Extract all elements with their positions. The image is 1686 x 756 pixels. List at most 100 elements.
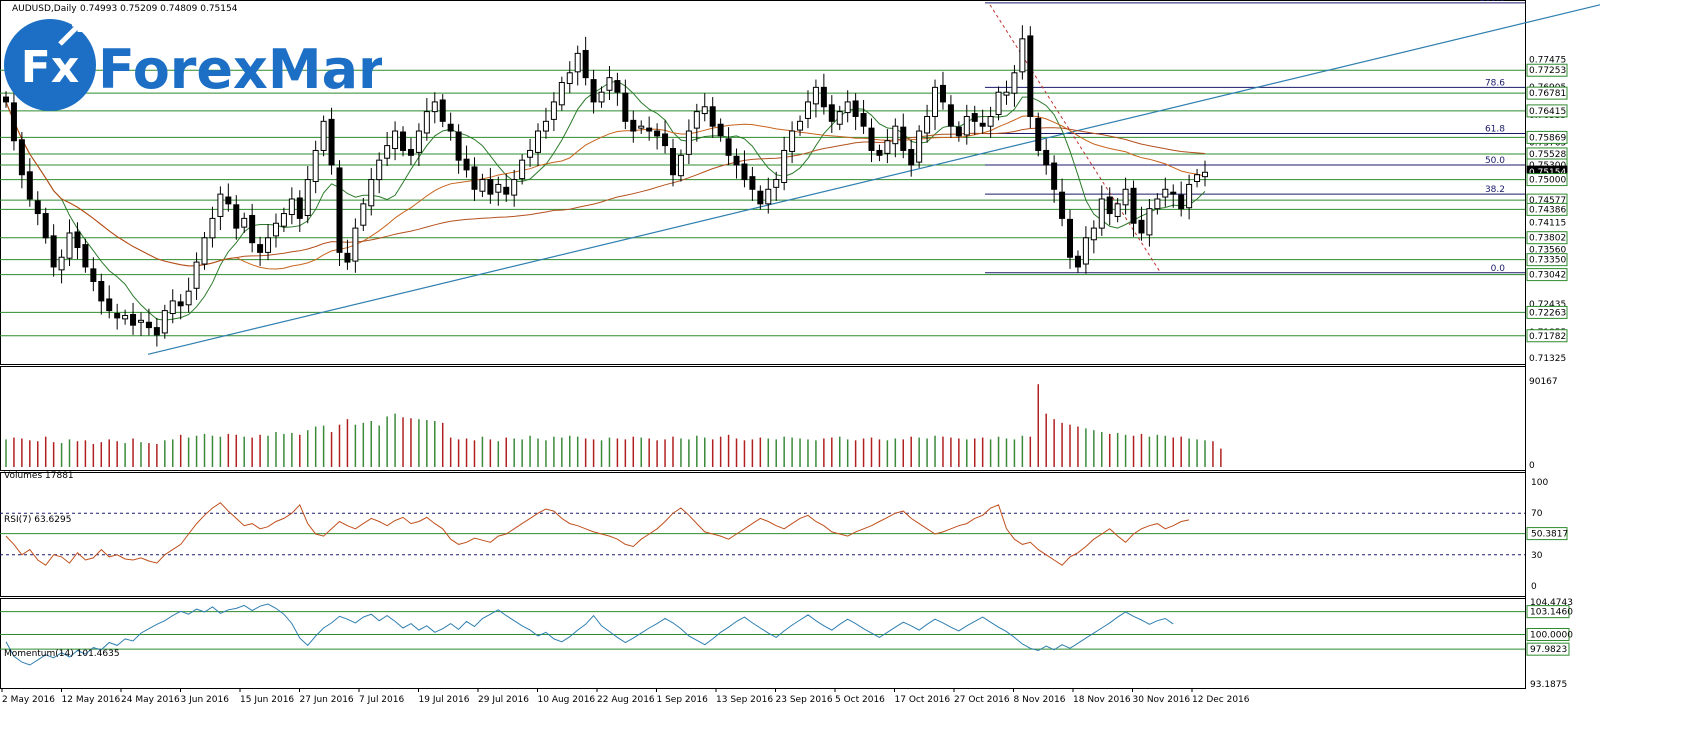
candle xyxy=(797,115,804,136)
candle-body xyxy=(106,298,113,312)
candle xyxy=(900,113,907,159)
candle-body xyxy=(90,268,97,282)
price-tag-label: 0.73802 xyxy=(1529,234,1566,244)
candle xyxy=(987,106,994,138)
candle-body xyxy=(360,203,367,226)
candle-body xyxy=(257,244,264,253)
candle xyxy=(463,145,470,178)
candle-body xyxy=(320,120,327,151)
candle-body xyxy=(535,130,542,153)
candle-body xyxy=(1194,174,1201,183)
candle xyxy=(415,123,422,166)
price-tick-label: 0.72435 xyxy=(1529,300,1566,310)
candle xyxy=(400,126,407,157)
candle-body xyxy=(407,148,414,156)
candle xyxy=(487,167,494,204)
candle xyxy=(185,277,192,313)
candle-body xyxy=(947,104,954,127)
candle-body xyxy=(725,138,732,156)
candle-body xyxy=(630,119,637,132)
trend-line-segment xyxy=(147,4,1601,355)
candle xyxy=(1122,177,1129,215)
candle-body xyxy=(1146,208,1153,236)
candle xyxy=(1186,174,1193,220)
candle-body xyxy=(495,183,502,193)
candle-body xyxy=(511,179,518,196)
candle-body xyxy=(828,104,835,122)
price-tag-label: 0.73042 xyxy=(1529,271,1566,281)
time-tick-label: 7 Jul 2016 xyxy=(359,695,404,705)
logo-wordmark: ForexMart xyxy=(98,38,382,101)
time-tick-label: 17 Oct 2016 xyxy=(895,695,951,705)
candle xyxy=(233,195,240,240)
candle xyxy=(42,207,49,244)
candle-body xyxy=(669,148,676,176)
candle-body xyxy=(884,140,891,154)
time-tick-label: 22 Aug 2016 xyxy=(597,695,655,705)
price-tag-label: 0.76781 xyxy=(1529,89,1566,99)
candle-body xyxy=(566,72,573,84)
candle xyxy=(3,91,9,108)
time-tick-label: 5 Oct 2016 xyxy=(835,695,885,705)
candle xyxy=(852,93,859,131)
candle-body xyxy=(1162,188,1169,198)
time-tick-label: 2 May 2016 xyxy=(2,695,55,705)
candle xyxy=(916,125,923,168)
logo-fx: Fx xyxy=(21,42,79,93)
candle xyxy=(439,94,446,128)
fibonacci-levels: 100.0 78.6 61.8 50.0 38.2 0.0 xyxy=(985,0,1525,274)
candle xyxy=(598,86,605,108)
candle-body xyxy=(955,126,962,137)
candle-body xyxy=(527,149,534,158)
candle xyxy=(1146,198,1153,247)
candle-body xyxy=(1202,171,1208,178)
momentum-tag-box xyxy=(1526,642,1570,656)
candle-body xyxy=(201,237,208,265)
candle xyxy=(1051,155,1058,203)
candle-body xyxy=(82,244,89,268)
candle xyxy=(1090,220,1097,254)
candle xyxy=(1067,209,1074,269)
ma-long-line xyxy=(5,101,1206,267)
candle-body xyxy=(1186,183,1193,209)
candle xyxy=(669,138,676,187)
candle xyxy=(34,191,41,226)
candle-body xyxy=(773,179,780,188)
time-tick-label: 27 Jun 2016 xyxy=(300,695,354,705)
candle-body xyxy=(471,166,478,190)
candle xyxy=(892,118,899,158)
candle-body xyxy=(582,49,589,79)
candle-body xyxy=(439,99,446,122)
panel-frames xyxy=(0,0,1526,689)
candle-body xyxy=(10,102,17,142)
candle xyxy=(1138,206,1145,241)
candle xyxy=(431,92,438,124)
candle-body xyxy=(892,125,899,145)
candle xyxy=(535,123,542,166)
price-tag-label: 0.73350 xyxy=(1529,256,1566,266)
candle xyxy=(1019,25,1026,80)
ma-short-line xyxy=(5,80,1206,321)
price-tag-box xyxy=(1526,268,1568,282)
candle xyxy=(98,273,105,315)
candle xyxy=(868,118,875,163)
candle-body xyxy=(304,179,311,216)
candle xyxy=(828,95,835,133)
candle xyxy=(280,207,287,232)
candle xyxy=(614,72,621,106)
candle xyxy=(820,73,827,115)
volume-tick-label: 90167 xyxy=(1529,377,1558,387)
time-tick-label: 3 Jun 2016 xyxy=(181,695,230,705)
candle xyxy=(360,198,367,232)
candle xyxy=(646,116,653,141)
candle-body xyxy=(74,231,81,249)
candle-body xyxy=(1154,198,1161,210)
candle-body xyxy=(701,106,708,115)
candle-body xyxy=(185,290,192,306)
candle-body xyxy=(241,217,248,228)
candle xyxy=(328,107,335,175)
price-tag-box xyxy=(1526,173,1568,187)
fib-label: 0.0 xyxy=(1491,264,1506,274)
candle xyxy=(58,249,65,284)
logo-circle-icon xyxy=(4,19,96,111)
